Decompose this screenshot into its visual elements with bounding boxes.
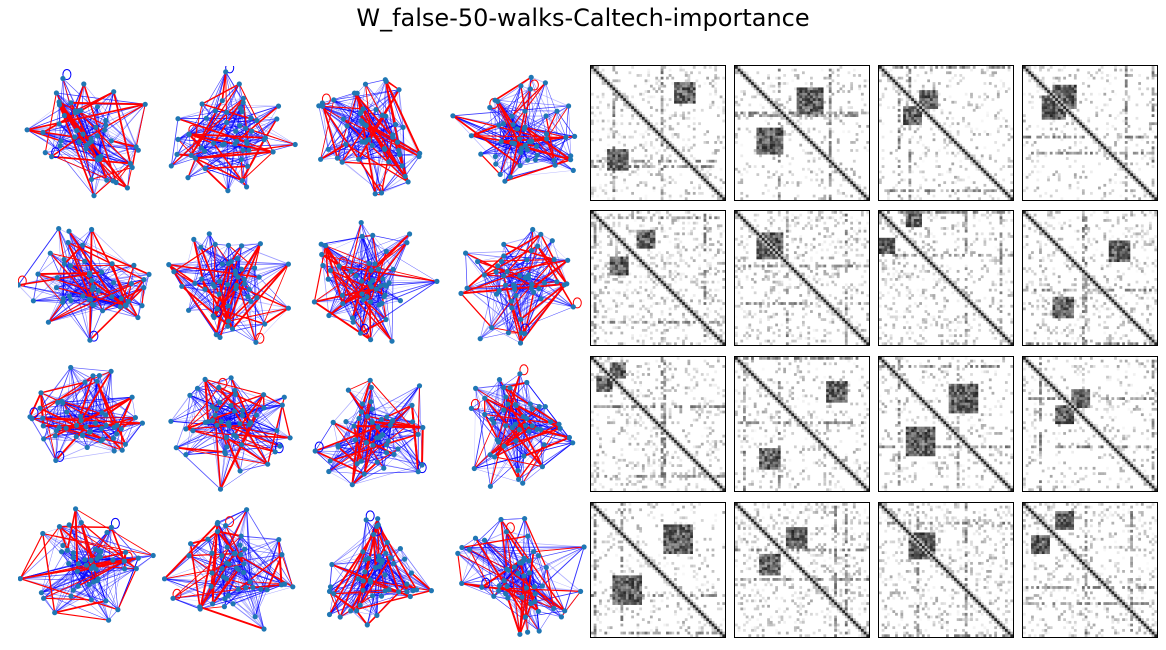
matrix-cells [1023, 503, 1157, 637]
matrix-cells [879, 66, 1013, 200]
graph-nodes [24, 75, 148, 199]
network-graph-0-1 [162, 66, 302, 206]
adjacency-matrix-3-3 [1022, 502, 1158, 638]
graph-nodes [316, 77, 423, 197]
network-graph-1-2 [306, 212, 446, 352]
graph-nodes [326, 516, 434, 628]
weak-edges [164, 509, 294, 630]
strong-edges [29, 370, 143, 462]
network-graph-1-3 [450, 212, 590, 352]
matrix-cells [591, 357, 725, 491]
graph-nodes [18, 226, 152, 343]
network-graph-1-0 [18, 212, 158, 352]
network-graph-2-1 [162, 358, 302, 498]
matrix-cells [735, 357, 869, 491]
matrix-cells [1023, 357, 1157, 491]
strong-edges [26, 69, 146, 197]
figure-title: W_false-50-walks-Caltech-importance [356, 4, 810, 32]
adjacency-matrix-2-0 [590, 356, 726, 492]
adjacency-matrix-0-3 [1022, 65, 1158, 201]
matrix-cells [591, 66, 725, 200]
strong-edges [19, 508, 154, 621]
graph-nodes [455, 516, 587, 637]
network-graph-2-3 [450, 358, 590, 498]
network-graph-0-2 [306, 66, 446, 206]
adjacency-matrix-2-1 [734, 356, 870, 492]
strong-edges [176, 377, 291, 490]
matrix-cells [591, 503, 725, 637]
matrix-cells [735, 211, 869, 345]
adjacency-matrix-3-2 [878, 502, 1014, 638]
matrix-cells [879, 503, 1013, 637]
graph-nodes [27, 364, 145, 463]
network-graph-1-1 [162, 212, 302, 352]
adjacency-matrix-3-0 [590, 502, 726, 638]
adjacency-matrix-3-1 [734, 502, 870, 638]
matrix-cells [735, 503, 869, 637]
adjacency-matrix-0-0 [590, 65, 726, 201]
matrix-cells [591, 211, 725, 345]
graph-nodes [168, 375, 293, 492]
graph-nodes [162, 507, 296, 632]
graph-nodes [166, 231, 291, 345]
network-graph-3-2 [306, 504, 446, 644]
network-graph-2-0 [18, 358, 158, 498]
adjacency-matrix-1-0 [590, 210, 726, 346]
graph-nodes [468, 371, 576, 489]
strong-edges [318, 79, 421, 196]
matrix-cells [1023, 66, 1157, 200]
adjacency-matrix-1-2 [878, 210, 1014, 346]
adjacency-matrix-2-3 [1022, 356, 1158, 492]
network-graph-3-1 [162, 504, 302, 644]
graph-nodes [450, 74, 578, 184]
network-graph-3-0 [18, 504, 158, 644]
network-graph-0-3 [450, 66, 590, 206]
adjacency-matrix-1-3 [1022, 210, 1158, 346]
network-graph-3-3 [450, 504, 590, 644]
adjacency-matrix-1-1 [734, 210, 870, 346]
graph-nodes [312, 377, 426, 488]
strong-edges [313, 222, 437, 342]
network-graph-0-0 [18, 66, 158, 206]
graph-nodes [18, 506, 156, 623]
network-graph-2-2 [306, 358, 446, 498]
matrix-cells [735, 66, 869, 200]
graph-nodes [168, 69, 298, 194]
matrix-cells [879, 211, 1013, 345]
adjacency-matrix-0-1 [734, 65, 870, 201]
graph-nodes [311, 220, 440, 344]
matrix-cells [1023, 211, 1157, 345]
adjacency-matrix-2-2 [878, 356, 1014, 492]
graph-nodes [458, 226, 576, 346]
adjacency-matrix-0-2 [878, 65, 1014, 201]
matrix-cells [879, 357, 1013, 491]
weak-edges [314, 222, 438, 342]
